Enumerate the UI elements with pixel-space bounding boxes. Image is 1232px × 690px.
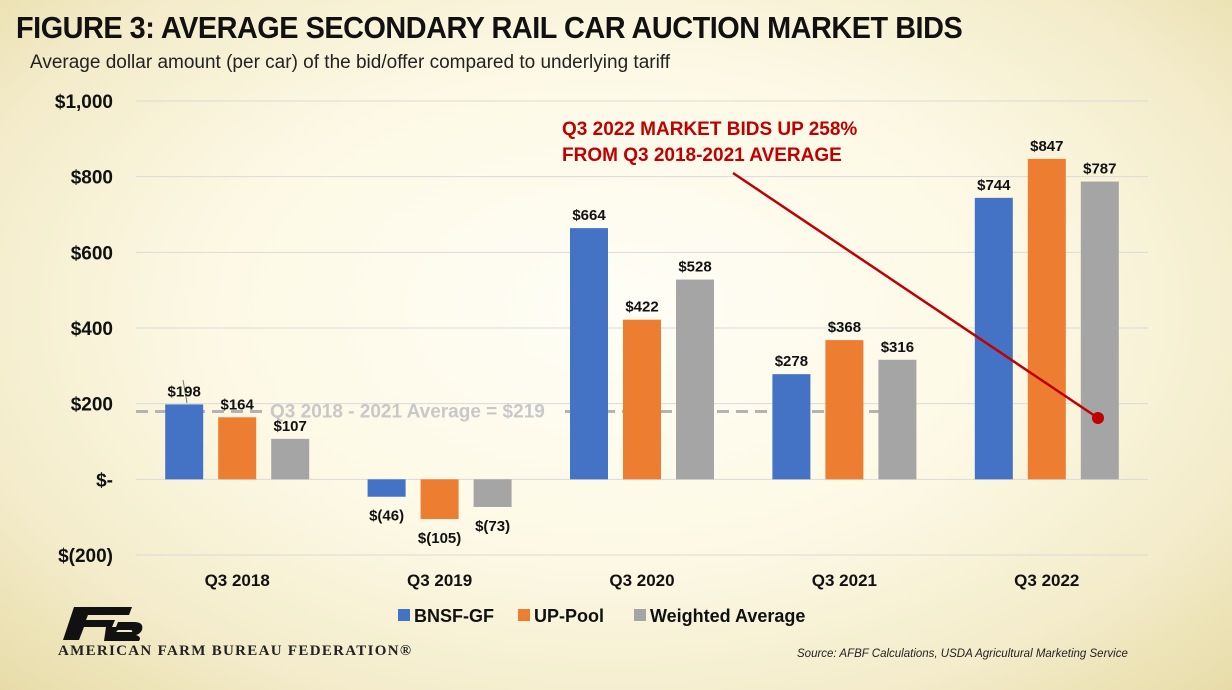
- legend: BNSF-GF UP-Pool Weighted Average: [398, 606, 805, 626]
- bar: [367, 479, 406, 497]
- data-label: $164: [221, 396, 255, 413]
- legend-label: UP-Pool: [534, 606, 604, 626]
- callout-arrow: [732, 171, 1099, 420]
- data-labels: $198 $164 $107 $(46) $(105) $(73) $664 $422 $528…: [168, 138, 1117, 547]
- data-label: $316: [881, 339, 914, 356]
- data-label: $528: [678, 259, 711, 276]
- callout-annotation: Q3 2022 MARKET BIDS UP 258% FROM Q3 2018-…: [562, 119, 1104, 424]
- axis-labels: $(200) $- $200 $400 $600 $800 $1,000 Q3 2018 Q3 …: [55, 92, 1080, 590]
- bar: [825, 340, 864, 480]
- callout-text: Q3 2022 MARKET BIDS UP 258%: [562, 119, 857, 140]
- bar: [1027, 158, 1066, 480]
- data-label: $(73): [475, 518, 510, 535]
- data-label: $(46): [369, 508, 404, 525]
- data-label: $(105): [418, 530, 461, 547]
- legend-swatch: [398, 609, 410, 621]
- y-tick-label: $600: [71, 243, 113, 264]
- legend-swatch: [518, 609, 530, 621]
- bar: [218, 417, 257, 480]
- average-label: Q3 2018 - 2021 Average = $219: [270, 401, 545, 422]
- bar: [623, 319, 661, 480]
- bar: [570, 228, 608, 480]
- bar: [878, 359, 917, 480]
- source-note: Source: AFBF Calculations, USDA Agricult…: [797, 648, 1128, 660]
- x-tick-label: Q3 2021: [812, 571, 877, 590]
- legend-label: Weighted Average: [650, 606, 805, 626]
- data-label: $664: [572, 207, 606, 224]
- y-tick-label: $-: [96, 470, 113, 491]
- bar: [165, 404, 204, 480]
- y-tick-label: $800: [71, 168, 113, 189]
- x-tick-label: Q3 2019: [407, 571, 472, 590]
- label-leader: [182, 379, 188, 404]
- bar: [1080, 181, 1119, 480]
- data-label: $744: [977, 177, 1011, 194]
- x-tick-label: Q3 2022: [1014, 571, 1079, 590]
- data-label: $198: [168, 383, 201, 400]
- legend-label: BNSF-GF: [414, 606, 494, 626]
- bar: [772, 374, 811, 480]
- data-label: $422: [625, 299, 658, 316]
- bars: [165, 158, 1119, 520]
- x-tick-label: Q3 2020: [609, 571, 674, 590]
- y-tick-label: $200: [71, 395, 113, 416]
- x-tick-label: Q3 2018: [205, 571, 270, 590]
- legend-swatch: [634, 609, 646, 621]
- chart-subtitle: Average dollar amount (per car) of the b…: [30, 52, 671, 73]
- chart-title: FIGURE 3: AVERAGE SECONDARY RAIL CAR AUC…: [16, 10, 963, 45]
- data-label: $278: [775, 353, 808, 370]
- data-label: $368: [828, 319, 861, 336]
- y-tick-label: $400: [71, 319, 113, 340]
- data-label: $787: [1083, 161, 1116, 178]
- data-label: $847: [1030, 138, 1063, 155]
- data-label: $107: [274, 418, 307, 435]
- y-tick-label: $1,000: [55, 92, 113, 113]
- bar: [420, 479, 459, 520]
- bar: [473, 479, 512, 507]
- callout-point: [1092, 412, 1104, 424]
- callout-text: FROM Q3 2018-2021 AVERAGE: [562, 145, 842, 166]
- bar: [676, 279, 714, 480]
- organization-name: AMERICAN FARM BUREAU FEDERATION®: [58, 643, 413, 659]
- y-tick-label: $(200): [58, 546, 113, 567]
- bar: [271, 438, 310, 480]
- afbf-logo-icon: [63, 607, 143, 641]
